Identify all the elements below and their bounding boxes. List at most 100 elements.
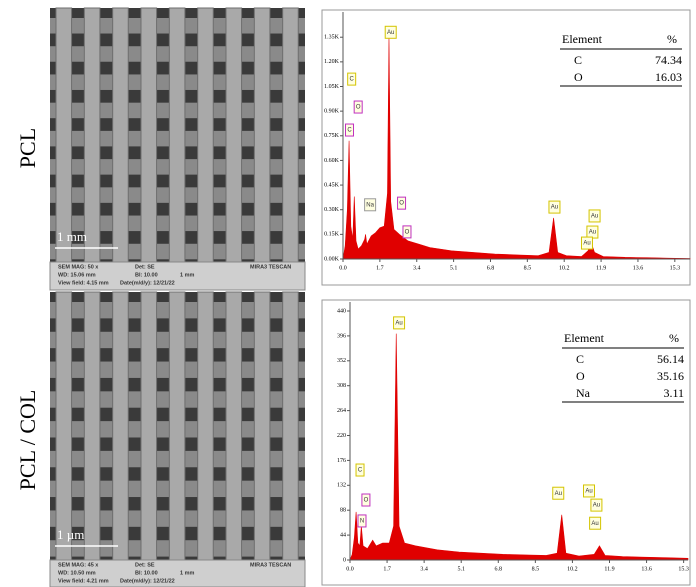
peak-label: C bbox=[358, 468, 363, 474]
table-cell: O bbox=[574, 70, 583, 84]
table-cell: 35.16 bbox=[657, 369, 684, 383]
table-cell: C bbox=[576, 352, 584, 366]
x-tick-label: 3.4 bbox=[420, 566, 428, 572]
peak-label: Au bbox=[387, 30, 394, 36]
peak-label-box bbox=[355, 463, 365, 477]
y-tick-label: 176 bbox=[337, 458, 346, 464]
fiber-vertical bbox=[55, 291, 73, 561]
x-tick-label: 1.7 bbox=[383, 566, 391, 572]
x-tick-label: 6.8 bbox=[495, 566, 503, 572]
y-tick-label: 0.15K bbox=[324, 232, 340, 238]
peak-label-box bbox=[402, 225, 412, 239]
row-label: PCL bbox=[15, 128, 40, 168]
y-tick-label: 264 bbox=[337, 408, 346, 414]
info-text: 1 mm bbox=[180, 570, 194, 576]
info-bar bbox=[49, 261, 306, 291]
y-tick-label: 0.90K bbox=[324, 109, 340, 115]
info-text: Det: SE bbox=[135, 264, 155, 270]
y-tick-label: 220 bbox=[337, 433, 346, 439]
x-tick-label: 5.1 bbox=[457, 566, 465, 572]
peak-label-box bbox=[580, 236, 593, 250]
y-tick-label: 0.00K bbox=[324, 256, 340, 262]
peak-label-box bbox=[353, 100, 363, 114]
x-tick-label: 11.9 bbox=[604, 566, 614, 572]
y-tick-label: 1.05K bbox=[324, 84, 340, 90]
y-tick-label: 1.35K bbox=[324, 35, 340, 41]
x-tick-label: 6.8 bbox=[487, 265, 495, 271]
info-text: 1 mm bbox=[180, 272, 194, 278]
fiber-vertical bbox=[197, 7, 214, 263]
table-header: Element bbox=[564, 331, 605, 345]
x-tick-label: 5.1 bbox=[450, 265, 458, 271]
x-tick-label: 3.4 bbox=[413, 265, 421, 271]
x-tick-label: 0.0 bbox=[339, 265, 347, 271]
scale-bar-label: 1 mm bbox=[57, 229, 87, 244]
fiber-vertical bbox=[112, 7, 129, 263]
peak-label: Au bbox=[555, 491, 562, 497]
table-cell: C bbox=[574, 53, 582, 67]
table-cell: 56.14 bbox=[657, 352, 684, 366]
x-tick-label: 15.3 bbox=[678, 566, 689, 572]
info-text: Date(m/d/y): 12/21/22 bbox=[120, 578, 175, 584]
x-tick-label: 11.9 bbox=[596, 265, 606, 271]
peak-label: C bbox=[347, 128, 352, 134]
peak-label-box bbox=[393, 316, 406, 330]
info-bar bbox=[49, 559, 306, 587]
info-text: MIRA3 TESCAN bbox=[250, 562, 291, 568]
x-tick-label: 10.2 bbox=[559, 265, 570, 271]
x-tick-label: 13.6 bbox=[633, 265, 644, 271]
y-tick-label: 308 bbox=[337, 383, 346, 389]
peak-label: O bbox=[364, 498, 369, 504]
info-text: SEM MAG: 50 x bbox=[58, 264, 99, 270]
peak-label: N bbox=[360, 519, 364, 525]
fiber-vertical bbox=[253, 291, 271, 561]
fiber-vertical bbox=[83, 291, 101, 561]
y-tick-label: 0.75K bbox=[324, 133, 340, 139]
peak-label-box bbox=[588, 209, 601, 223]
table-header: % bbox=[667, 32, 677, 46]
peak-label: Na bbox=[366, 202, 374, 208]
spectrum bbox=[342, 37, 691, 260]
peak-label-box bbox=[345, 123, 355, 137]
info-text: SEM MAG: 45 x bbox=[58, 562, 99, 568]
table-cell: 3.11 bbox=[663, 386, 684, 400]
table-bg bbox=[558, 28, 684, 86]
x-tick-label: 13.6 bbox=[641, 566, 652, 572]
peak-label-box bbox=[347, 72, 357, 86]
peak-label: Au bbox=[585, 489, 592, 495]
peak-label-box bbox=[589, 516, 602, 530]
peak-label-box bbox=[397, 196, 407, 210]
fiber-vertical bbox=[225, 7, 243, 263]
table-cell: O bbox=[576, 369, 585, 383]
peak-label-box bbox=[582, 484, 595, 498]
y-tick-label: 0.45K bbox=[324, 182, 340, 188]
y-tick-label: 132 bbox=[337, 483, 346, 489]
peak-label: O bbox=[356, 105, 361, 111]
fiber-vertical bbox=[83, 7, 101, 263]
peak-label: C bbox=[350, 77, 355, 83]
info-text: View field: 4.15 mm bbox=[58, 280, 109, 286]
table-header: Element bbox=[562, 32, 603, 46]
x-tick-label: 1.7 bbox=[376, 265, 384, 271]
y-tick-label: 44 bbox=[340, 532, 346, 538]
info-text: WD: 10.50 mm bbox=[58, 570, 96, 576]
peak-label: Au bbox=[589, 230, 596, 236]
x-tick-label: 8.5 bbox=[524, 265, 532, 271]
fiber-vertical bbox=[225, 291, 243, 561]
row-label: PCL / COL bbox=[15, 390, 40, 491]
y-tick-label: 0.30K bbox=[324, 207, 340, 213]
peak-label: Au bbox=[395, 320, 402, 326]
peak-label: Au bbox=[591, 214, 598, 220]
table-cell: 74.34 bbox=[655, 53, 682, 67]
fiber-vertical bbox=[140, 291, 158, 561]
peak-label-box bbox=[384, 25, 397, 39]
info-text: Det: SE bbox=[135, 562, 155, 568]
peak-label-box bbox=[357, 514, 367, 528]
peak-label-box bbox=[364, 198, 377, 212]
info-text: MIRA3 TESCAN bbox=[250, 264, 291, 270]
table-cell: 16.03 bbox=[655, 70, 682, 84]
peak-label: O bbox=[399, 201, 404, 207]
y-tick-label: 352 bbox=[337, 358, 346, 364]
info-text: BI: 10.00 bbox=[135, 272, 158, 278]
